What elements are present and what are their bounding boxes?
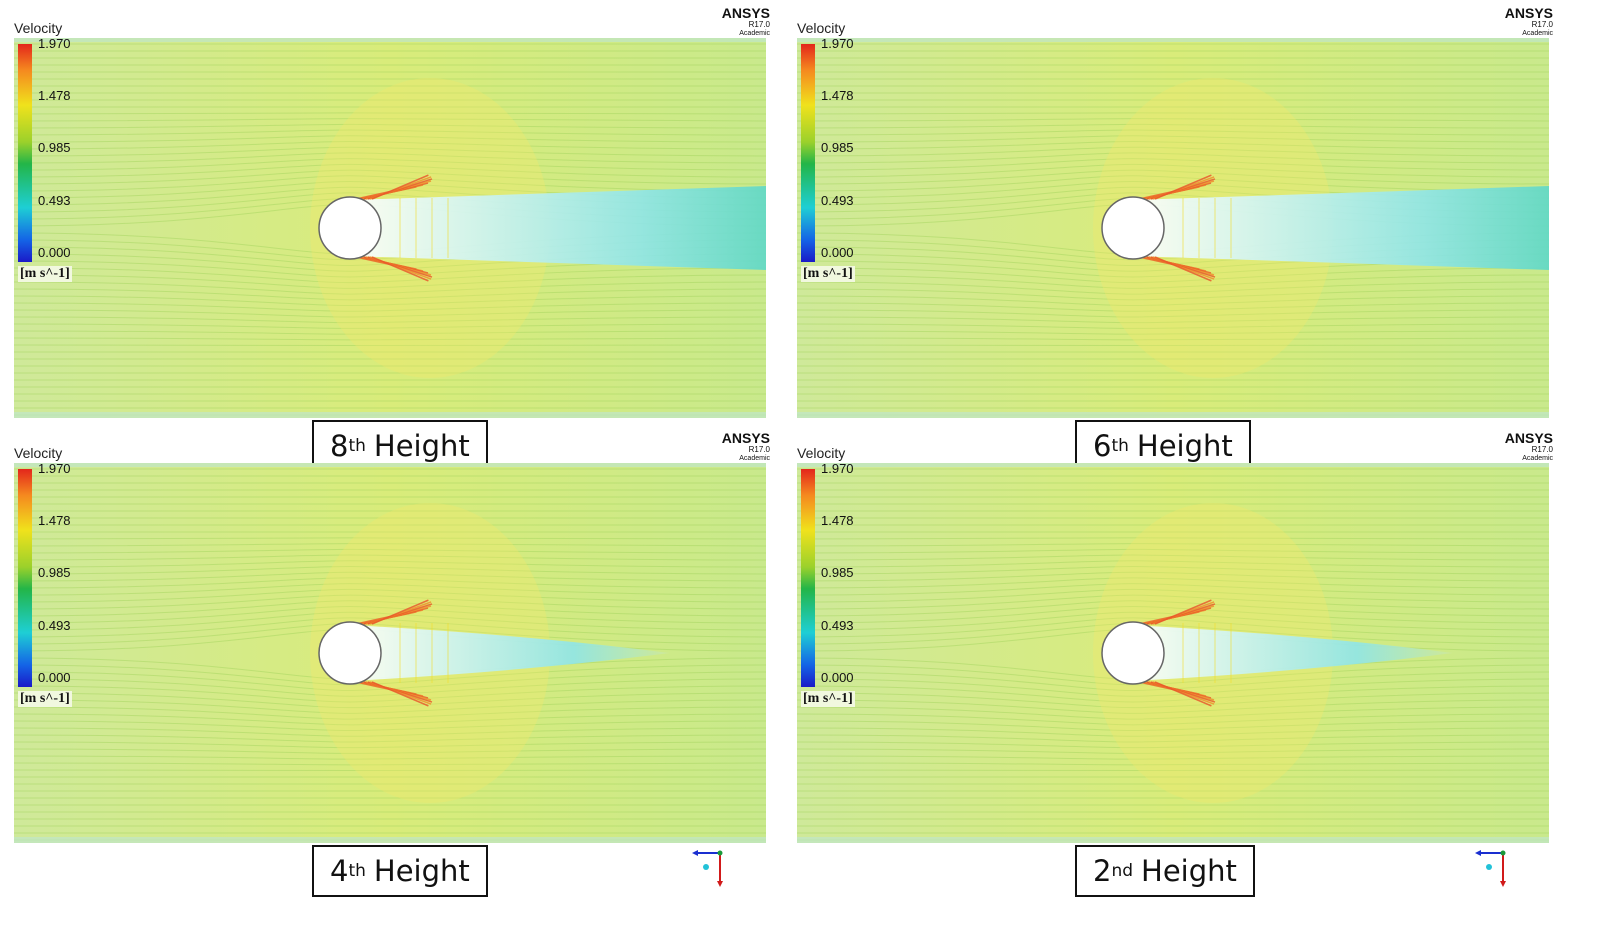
legend-tick-label: 0.493	[38, 193, 71, 208]
ansys-logo: ANSYS R17.0 Academic	[1504, 430, 1553, 462]
legend-unit: [m s^-1]	[18, 691, 72, 707]
velocity-field	[797, 38, 1549, 418]
height-number: 4	[330, 854, 349, 888]
legend-tick-label: 1.478	[821, 88, 854, 103]
cylinder	[1101, 621, 1165, 685]
velocity-field	[797, 463, 1549, 843]
height-ordinal-suffix: th	[1111, 436, 1129, 456]
legend-title: Velocity	[14, 20, 63, 36]
legend-tick-label: 0.000	[821, 670, 854, 685]
legend-tick-label: 1.970	[821, 461, 854, 476]
legend-tick-label: 1.478	[38, 513, 71, 528]
velocity-vector-plot	[797, 38, 1549, 418]
velocity-panel-3: Velocity 1.970 1.478 0.985 0.493 0.000 [m s^-1…	[0, 425, 790, 865]
legend-tick-label: 0.985	[38, 565, 71, 580]
height-number: 6	[1093, 429, 1112, 463]
legend-tick-label: 1.478	[38, 88, 71, 103]
color-scale-bar	[18, 469, 32, 687]
legend-unit: [m s^-1]	[18, 266, 72, 282]
legend-tick-label: 0.985	[38, 140, 71, 155]
height-word: Height	[1136, 429, 1233, 463]
legend-tick-label: 1.970	[38, 461, 71, 476]
legend-unit: [m s^-1]	[801, 691, 855, 707]
legend-tick-label: 1.970	[38, 36, 71, 51]
ansys-logo: ANSYS R17.0 Academic	[1504, 5, 1553, 37]
legend-unit: [m s^-1]	[801, 266, 855, 282]
cylinder	[1101, 196, 1165, 260]
velocity-panel-4: Velocity 1.970 1.478 0.985 0.493 0.000 [m s^-1…	[783, 425, 1573, 865]
height-word: Height	[373, 854, 470, 888]
velocity-vector-plot	[14, 38, 766, 418]
axis-triad-icon	[692, 850, 723, 887]
height-ordinal-suffix: nd	[1111, 861, 1134, 881]
legend-title: Velocity	[797, 445, 846, 461]
velocity-field	[14, 38, 766, 418]
legend-title: Velocity	[14, 445, 63, 461]
legend-title: Velocity	[797, 20, 846, 36]
axis-triad-icon	[1475, 850, 1506, 887]
legend-tick-label: 0.493	[821, 193, 854, 208]
legend-tick-label: 0.985	[821, 565, 854, 580]
height-number: 2	[1093, 854, 1112, 888]
legend-tick-label: 1.970	[821, 36, 854, 51]
legend-tick-label: 0.000	[38, 670, 71, 685]
velocity-panel-2: Velocity 1.970 1.478 0.985 0.493 0.000 [m s^-1…	[783, 0, 1573, 440]
velocity-field	[14, 463, 766, 843]
height-word: Height	[373, 429, 470, 463]
legend-tick-label: 0.985	[821, 140, 854, 155]
cylinder	[318, 621, 382, 685]
legend-tick-label: 0.493	[821, 618, 854, 633]
ansys-logo: ANSYS R17.0 Academic	[721, 430, 770, 462]
color-scale-bar	[18, 44, 32, 262]
legend-tick-label: 1.478	[821, 513, 854, 528]
height-number: 8	[330, 429, 349, 463]
color-scale-bar	[801, 44, 815, 262]
ansys-logo: ANSYS R17.0 Academic	[721, 5, 770, 37]
cylinder	[318, 196, 382, 260]
height-ordinal-suffix: th	[348, 861, 366, 881]
height-ordinal-suffix: th	[348, 436, 366, 456]
height-word: Height	[1141, 854, 1237, 888]
color-scale-bar	[801, 469, 815, 687]
velocity-vector-plot	[14, 463, 766, 843]
velocity-panel-1: Velocity 1.970 1.478 0.985 0.493 0.000 [m s^-1…	[0, 0, 790, 440]
legend-tick-label: 0.000	[38, 245, 71, 260]
legend-tick-label: 0.493	[38, 618, 71, 633]
velocity-vector-plot	[797, 463, 1549, 843]
legend-tick-label: 0.000	[821, 245, 854, 260]
